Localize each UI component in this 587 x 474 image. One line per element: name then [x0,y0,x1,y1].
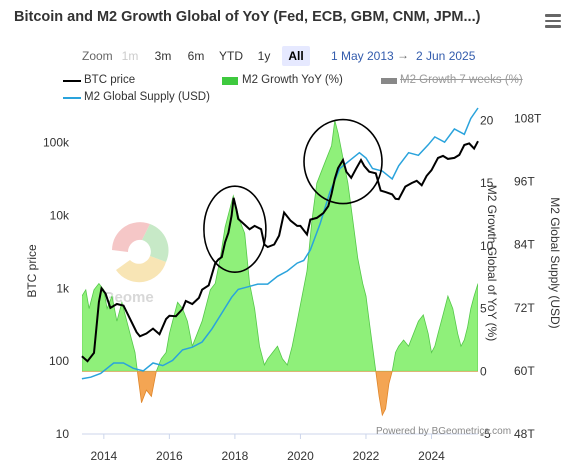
btc-axis-tick-10k: 10k [50,209,70,223]
btc-price-line [81,140,479,363]
zoom-button-all[interactable]: All [282,46,310,66]
legend-symbol-btc-price [63,80,81,82]
watermark-green-arc [142,224,169,262]
growth-axis-tick-10: 10 [480,239,494,253]
chart-credit[interactable]: Powered by BGeometrics.com [376,426,512,437]
zoom-button-3m[interactable]: 3m [154,49,172,63]
m2-growth-series [82,120,478,417]
btc-axis-tick-1k: 1k [56,281,70,295]
x-tick-label-2024: 2024 [418,449,445,463]
chart-title: Bitcoin and M2 Growth Global of YoY (Fed… [14,9,481,25]
legend-symbol-m2-global-supply [63,97,81,99]
supply-axis-tick-96T: 96T [514,175,535,189]
m2-growth-negative-area [82,371,478,417]
legend-item-btc-price[interactable]: BTC price [84,74,136,86]
bgeometrics-watermark: BGeome [92,222,169,306]
growth-axis-title: M2 Growth Global of YoY (%) [485,185,499,342]
growth-axis-tick-0: 0 [480,364,487,378]
watermark-red-arc [112,222,150,252]
legend-symbol-m2-growth-yoy [222,77,238,85]
legend-item-m2-global-supply[interactable]: M2 Global Supply (USD) [84,91,210,103]
growth-axis-tick-15: 15 [480,176,494,190]
hamburger-menu-icon[interactable] [545,14,561,28]
annotations [203,118,383,273]
zoom-label: Zoom [82,49,113,63]
zoom-button-1y[interactable]: 1y [257,49,271,63]
supply-axis-tick-108T: 108T [514,112,542,126]
x-tick-label-2020: 2020 [287,449,314,463]
legend-item-m2-growth-7-weeks[interactable]: M2 Growth 7 weeks (%) [400,74,523,86]
growth-axis-tick--5: -5 [480,427,491,441]
range-to-date[interactable]: 2 Jun 2025 [416,49,476,63]
m2-growth-positive-area [82,120,478,372]
supply-axis-title: M2 Global Supply (USD) [548,197,562,328]
axes: 2014 2016 2018 2020 2022 2024101001k10k100kBT… [25,112,562,463]
btc-axis-tick-10: 10 [56,427,70,441]
annotation-circle-1 [203,185,267,273]
x-tick-label-2016: 2016 [156,449,183,463]
x-tick-label-2014: 2014 [90,449,117,463]
watermark-yellow-arc [116,256,166,283]
annotation-circle-2 [303,118,383,205]
supply-axis-tick-72T: 72T [514,301,535,315]
m2-supply-series [81,107,479,380]
x-tick-label-2018: 2018 [222,449,249,463]
zoom-button-1m[interactable]: 1m [121,49,139,63]
legend-symbol-m2-growth-7-weeks [381,78,397,84]
supply-axis-tick-60T: 60T [514,364,535,378]
legend-item-m2-growth-yoy[interactable]: M2 Growth YoY (%) [242,74,343,86]
growth-axis-tick-20: 20 [480,114,494,128]
growth-axis-tick-5: 5 [480,302,487,316]
zoom-button-6m[interactable]: 6m [187,49,205,63]
range-arrow: → [397,48,409,62]
zoom-button-ytd[interactable]: YTD [219,49,243,63]
btc-price-series [81,140,479,363]
m2-supply-line [81,107,479,380]
btc-axis-title: BTC price [25,244,39,298]
x-tick-label-2022: 2022 [353,449,380,463]
btc-axis-tick-100: 100 [49,354,69,368]
supply-axis-tick-48T: 48T [514,427,535,441]
supply-axis-tick-84T: 84T [514,238,535,252]
range-from-date[interactable]: 1 May 2013 [331,49,394,63]
btc-axis-tick-100k: 100k [43,136,70,150]
